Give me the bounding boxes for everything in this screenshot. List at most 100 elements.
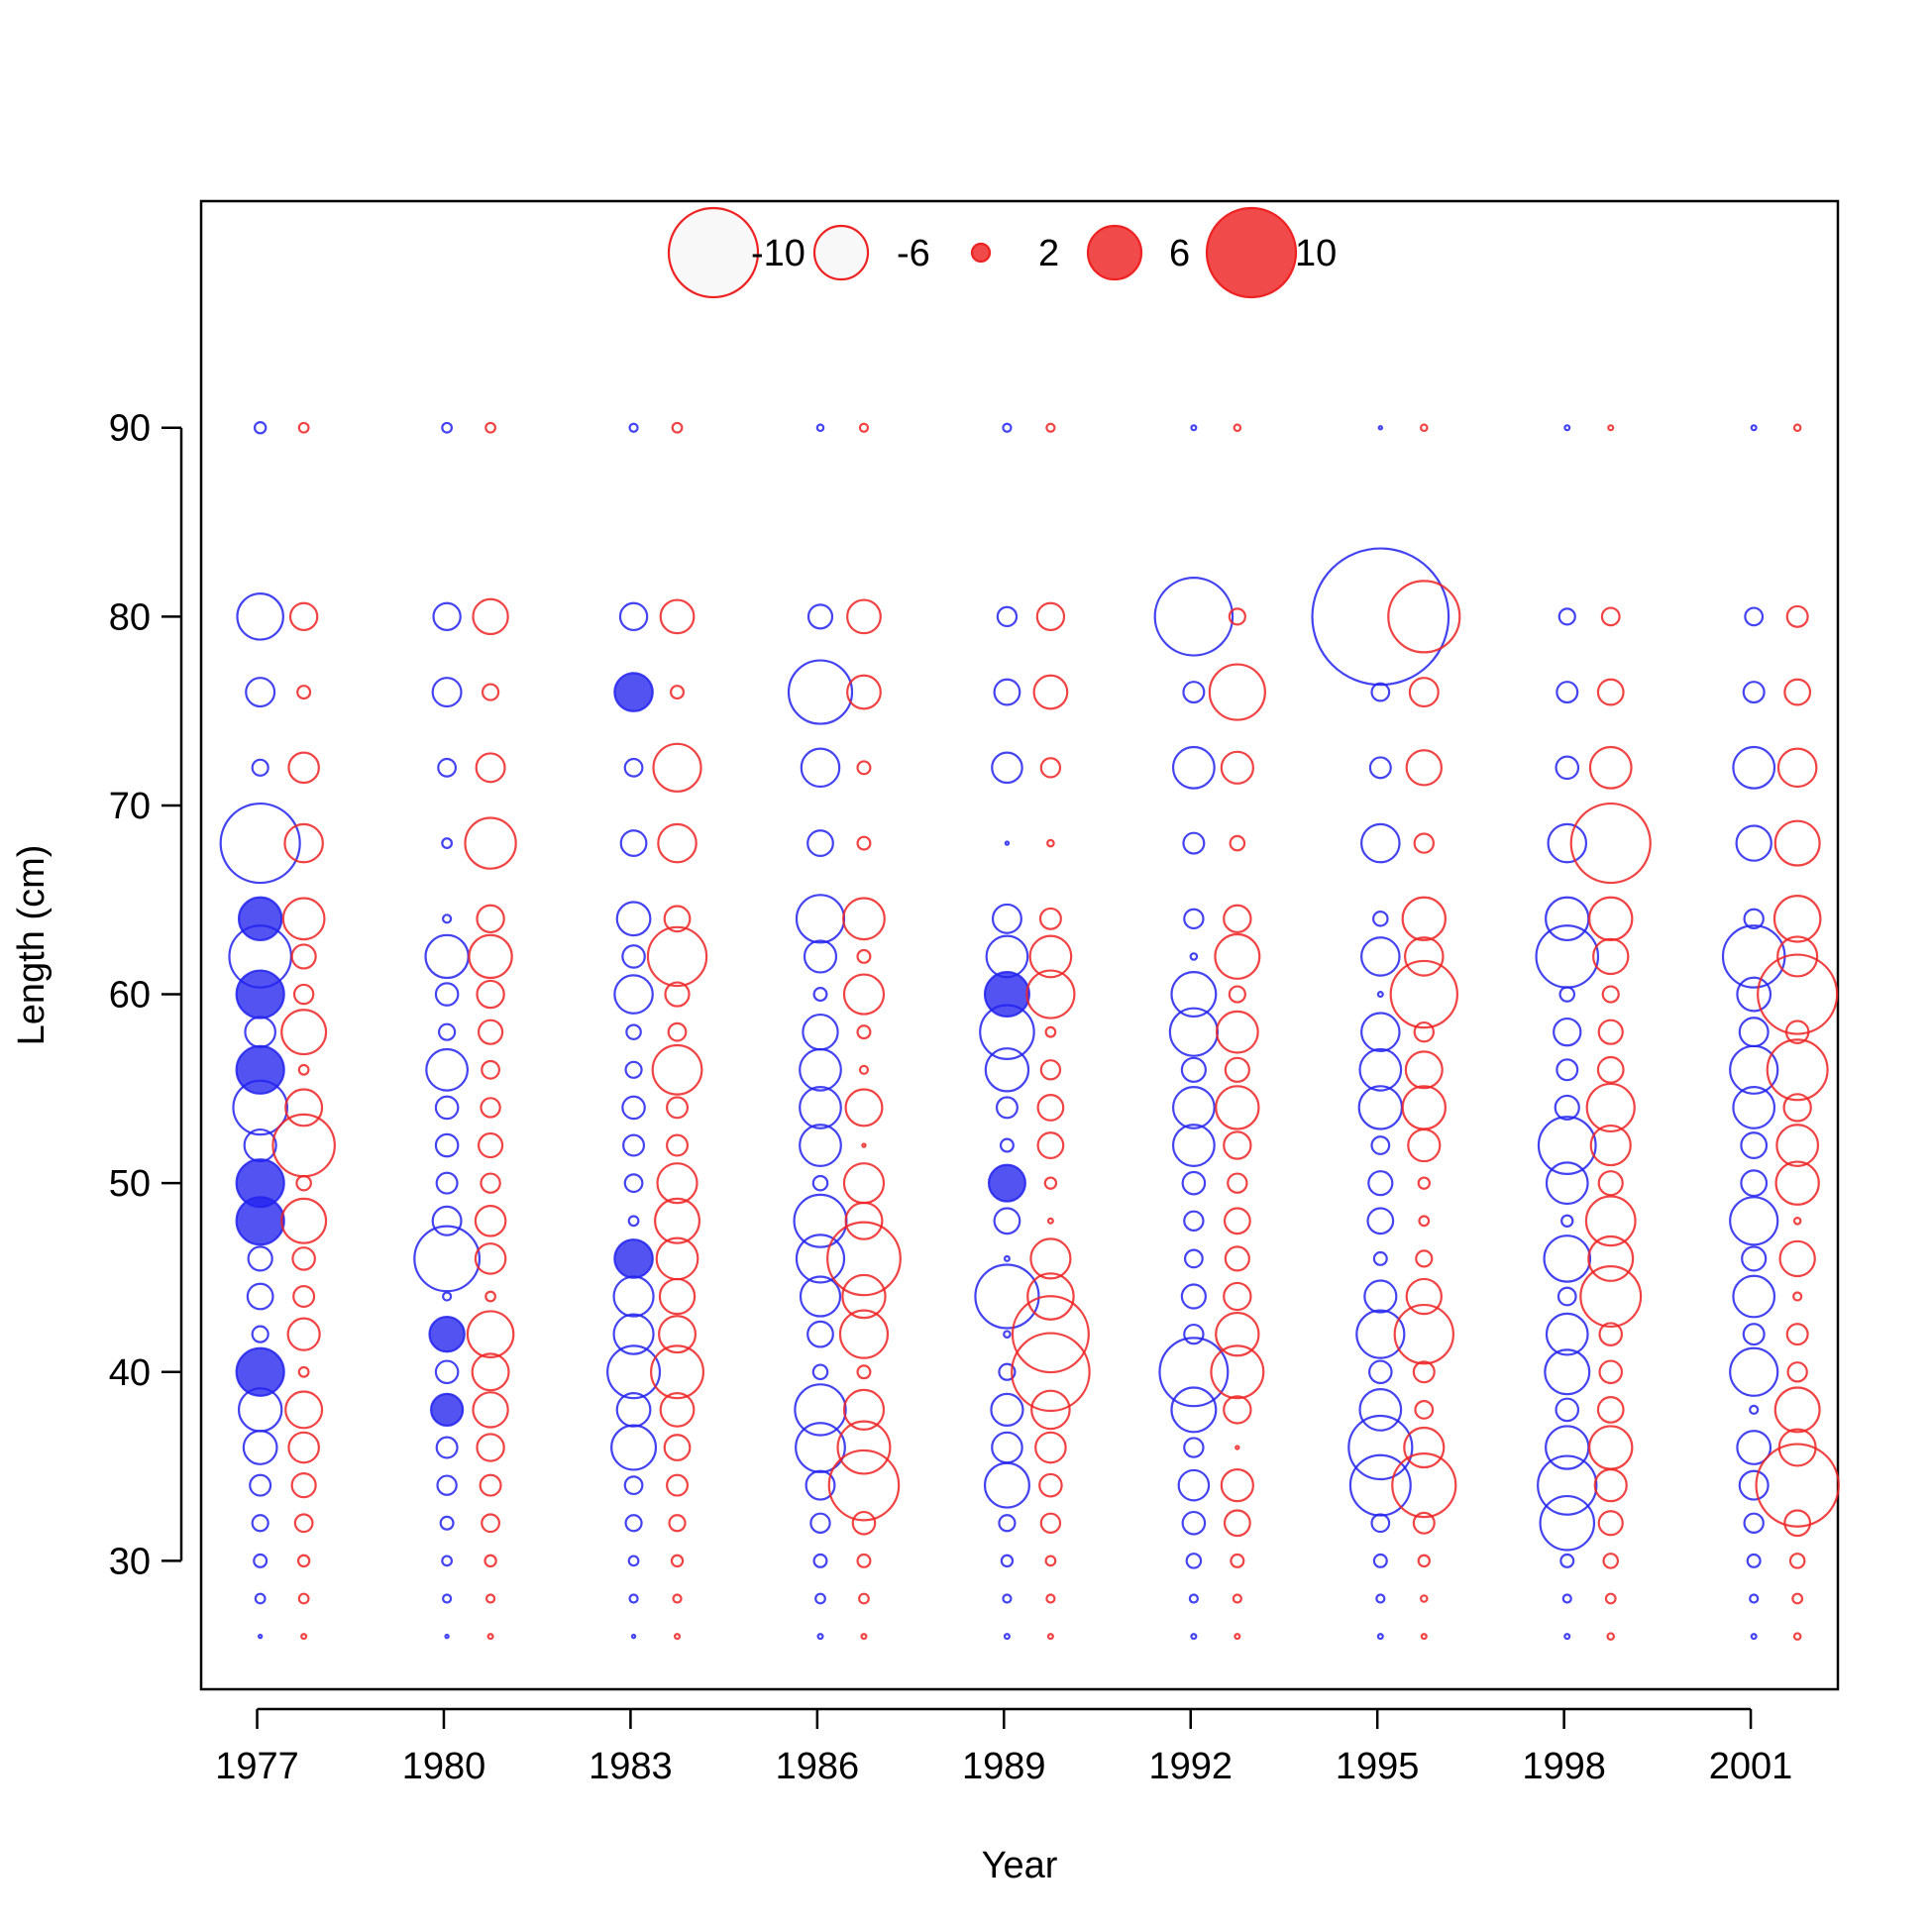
bubble-point: [442, 1291, 453, 1302]
bubble-point: [1414, 1399, 1435, 1420]
bubble-point: [1563, 424, 1571, 432]
legend-label: 6: [1169, 233, 1190, 274]
bubble-point: [442, 1593, 453, 1604]
bubble-point: [627, 1555, 640, 1567]
bubble-point: [1774, 1160, 1820, 1206]
legend-swatch: [1086, 224, 1143, 281]
bubble-point: [998, 1362, 1017, 1381]
bubble-point: [474, 1242, 507, 1275]
bubble-point: [476, 1433, 505, 1462]
bubble-point: [1732, 745, 1776, 790]
bubble-point: [1560, 1214, 1574, 1228]
bubble-point: [658, 1277, 697, 1316]
bubble-point: [1742, 681, 1766, 704]
bubble-point: [799, 1275, 842, 1318]
bubble-point: [1407, 1127, 1442, 1163]
bubble-point: [1215, 1010, 1259, 1054]
bubble-point: [1183, 1248, 1204, 1269]
bubble-point: [1363, 1279, 1398, 1314]
bubble-point: [1738, 1017, 1770, 1048]
bubble-point: [1589, 1124, 1632, 1167]
bubble-point: [1403, 1426, 1446, 1469]
bubble-point: [1011, 1332, 1091, 1413]
bubble-point: [236, 592, 284, 641]
bubble-point: [1223, 1509, 1251, 1538]
bubble-point: [1046, 1217, 1054, 1225]
bubble-point: [441, 421, 454, 434]
bubble-point: [1002, 1593, 1013, 1604]
bubble-point: [858, 1064, 870, 1075]
bubble-point: [290, 943, 317, 970]
bubble-point: [1750, 424, 1758, 432]
bubble-point: [612, 1275, 655, 1318]
bubble-point: [249, 1473, 272, 1497]
bubble-point: [1792, 1216, 1802, 1226]
bubble-point: [237, 896, 283, 942]
bubble-point: [809, 1512, 831, 1534]
bubble-point: [431, 677, 463, 708]
bubble-point: [667, 1021, 688, 1042]
bubble-point: [812, 1553, 828, 1568]
bubble-point: [257, 1633, 264, 1640]
bubble-point: [814, 1592, 826, 1605]
bubble-point: [795, 1422, 846, 1473]
bubble-point: [442, 913, 453, 924]
bubble-point: [1746, 1553, 1762, 1568]
bubble-point: [1358, 1387, 1403, 1432]
bubble-point: [613, 1238, 654, 1279]
bubble-point: [1223, 1281, 1252, 1312]
bubble-point: [1556, 681, 1579, 704]
bubble-point: [793, 1193, 848, 1248]
bubble-point: [436, 1474, 458, 1496]
bubble-point: [1738, 1469, 1770, 1501]
bubble-point: [621, 1095, 646, 1121]
bubble-point: [251, 1514, 269, 1533]
bubble-point: [292, 1285, 316, 1309]
bubble-point: [1170, 1386, 1218, 1434]
bubble-point: [1171, 745, 1216, 790]
x-tick-label: 1980: [402, 1746, 486, 1787]
bubble-point: [297, 1365, 310, 1378]
bubble-point: [663, 905, 692, 933]
bubble-point: [664, 981, 691, 1008]
bubble-point: [1792, 1291, 1803, 1302]
bubble-point: [1190, 1633, 1198, 1641]
bubble-point: [627, 1215, 640, 1228]
bubble-point: [1783, 678, 1812, 706]
bubble-point: [671, 421, 684, 434]
bubble-point: [1368, 1359, 1393, 1385]
bubble-point: [1732, 1086, 1776, 1129]
bubble-point: [1224, 1056, 1250, 1083]
bubble-point: [480, 1097, 501, 1119]
bubble-point: [623, 1173, 644, 1194]
bubble-point: [474, 1204, 507, 1237]
bubble-point: [1588, 1425, 1634, 1470]
bubble-point: [995, 1096, 1019, 1120]
bubble-point: [444, 1633, 450, 1640]
bubble-point: [1785, 1323, 1809, 1346]
bubble-point: [254, 1592, 267, 1605]
bubble-point: [1387, 580, 1461, 654]
bubble-point: [283, 822, 324, 864]
bubble-point: [439, 1515, 455, 1531]
bubble-point: [1405, 749, 1443, 787]
bubble-point: [472, 597, 509, 636]
bubble-point: [1750, 1633, 1758, 1641]
bubble-point: [625, 1023, 642, 1040]
bubble-point: [1036, 1094, 1065, 1122]
bubble-point: [787, 659, 854, 725]
bubble-point: [1391, 1452, 1457, 1519]
bubble-point: [481, 1513, 500, 1534]
bubble-point: [484, 1593, 496, 1604]
y-tick-label: 30: [109, 1541, 151, 1582]
bubble-point: [435, 1171, 459, 1195]
bubble-point: [618, 601, 649, 632]
bubble-point: [1234, 1445, 1240, 1450]
bubble-point: [1043, 1176, 1058, 1190]
bubble-point: [826, 1221, 902, 1297]
bubble-point: [655, 1236, 699, 1281]
bubble-point: [296, 1554, 311, 1568]
bubble-point: [1766, 1038, 1829, 1102]
bubble-point: [651, 1043, 703, 1096]
bubble-point: [1776, 747, 1818, 789]
